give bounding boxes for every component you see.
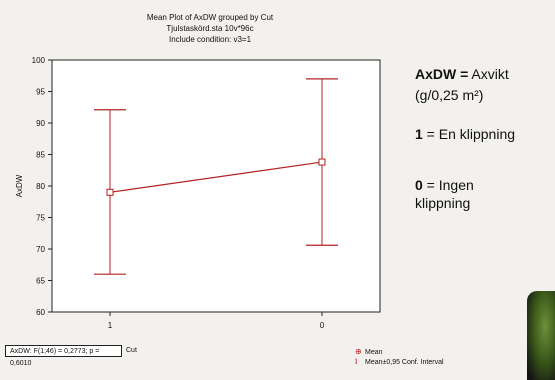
y-tick-label: 95 [36,88,45,97]
code-one-definition: 1 = En klippning [415,126,515,142]
code-zero-meaning-cont: klippning [415,195,471,211]
legend-mean: ⊕ Mean [355,347,383,356]
axdw-term: AxDW = [415,66,469,82]
y-tick-label: 85 [36,151,45,160]
y-tick-label: 65 [36,277,45,286]
axdw-definition: AxDW = Axvikt [415,66,509,82]
code-one: 1 [415,126,423,142]
x-tick-label: 0 [320,321,325,330]
code-zero-meaning: = Ingen [422,177,474,193]
ci-bar-icon: Ⲓ [355,357,358,366]
mean-line [109,161,323,193]
anova-stat-box: AxDW: F(1;46) = 0,2773; p = 0,6010 [5,345,122,367]
y-tick-label: 70 [36,245,45,254]
y-tick-label: 60 [36,308,45,317]
mean-marker-icon: ⊕ [355,347,362,356]
y-tick-label: 90 [36,119,45,128]
plot-frame [51,59,381,313]
axdw-meaning: Axvikt [468,66,509,82]
legend-mean-label: Mean [365,349,383,356]
y-axis-label: AxDW [15,174,24,197]
code-zero-definition: 0 = Ingen [415,177,474,193]
mean-marker [106,188,114,196]
chart-subtitle-condition: Include condition: v3=1 [168,35,252,44]
y-tick-label: 80 [36,182,45,191]
x-tick-label: 1 [108,321,113,330]
plant-photo [527,291,555,380]
y-tick-label: 75 [36,214,45,223]
mean-marker [318,158,326,166]
axdw-unit: (g/0,25 m²) [415,87,484,103]
legend-ci-label: Mean±0,95 Conf. Interval [365,359,444,366]
y-tick-label: 100 [32,56,46,65]
code-zero: 0 [415,177,423,193]
chart-title: Mean Plot of AxDW grouped by Cut [146,13,274,22]
chart-subtitle-file: Tjulstaskörd.sta 10v*96c [166,24,254,33]
code-one-meaning: = En klippning [422,126,516,142]
grouping-variable-label: Cut [126,347,137,354]
legend-ci: Ⲓ Mean±0,95 Conf. Interval [355,357,444,367]
